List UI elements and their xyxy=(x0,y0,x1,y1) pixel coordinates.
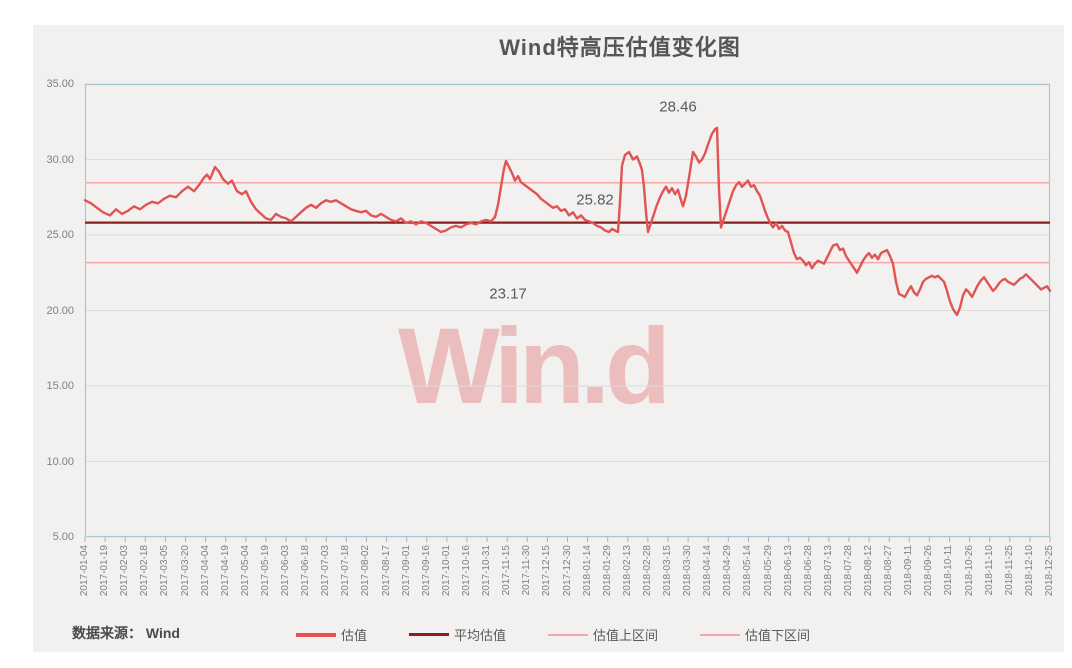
x-tick-label: 2017-10-01 xyxy=(440,545,452,597)
x-tick-label: 2017-05-04 xyxy=(239,545,251,597)
x-tick-label: 2017-06-18 xyxy=(300,545,312,597)
plot-border xyxy=(84,83,1051,538)
legend-item-average-valuation: 平均估值 xyxy=(409,625,506,644)
x-tick-label: 2017-10-31 xyxy=(481,545,493,597)
x-tick-label: 2017-01-19 xyxy=(99,545,111,597)
x-tick-label: 2017-05-19 xyxy=(259,545,271,597)
x-tick-label: 2018-10-26 xyxy=(963,545,975,597)
x-tick-label: 2017-03-20 xyxy=(179,545,191,597)
x-tick-label: 2018-12-25 xyxy=(1044,545,1055,597)
x-tick-label: 2018-06-28 xyxy=(802,545,814,597)
x-tick-label: 2018-03-15 xyxy=(662,545,674,597)
chart-canvas xyxy=(83,83,1052,542)
source-note: 数据来源： Wind xyxy=(72,625,180,641)
legend-item-upper-band: 估值上区间 xyxy=(548,625,658,644)
valuation-line-series xyxy=(83,126,1052,317)
x-tick-label: 2017-08-02 xyxy=(360,545,372,597)
x-tick-label: 2017-09-01 xyxy=(400,545,412,597)
x-tick-label: 2017-04-04 xyxy=(199,545,211,597)
x-tick-label: 2017-06-03 xyxy=(280,545,292,597)
x-tick-label: 2018-01-14 xyxy=(581,545,593,597)
x-tick-label: 2017-12-30 xyxy=(561,545,573,597)
y-tick-label: 25.00 xyxy=(46,229,74,241)
x-tick-label: 2017-02-03 xyxy=(119,545,131,597)
chart-title: Wind特高压估值变化图 xyxy=(499,35,741,60)
plot-area: 28.46 25.82 23.17 xyxy=(83,83,1052,547)
x-tick-label: 2017-10-16 xyxy=(460,545,472,597)
reference-value-annotation: 23.17 xyxy=(489,285,527,303)
x-tick-label: 2018-09-11 xyxy=(903,545,915,596)
x-tick-label: 2018-01-29 xyxy=(601,545,613,597)
wind-watermark: Win.d xyxy=(398,305,671,426)
x-tick-label: 2018-08-27 xyxy=(883,545,895,597)
x-tick-label: 2018-02-13 xyxy=(621,545,633,597)
x-tick-label: 2017-12-15 xyxy=(541,545,553,597)
x-tick-label: 2017-03-05 xyxy=(159,545,171,597)
reference-value-annotation: 25.82 xyxy=(576,191,614,209)
legend-item-valuation: 估值 xyxy=(296,625,367,644)
x-tick-label: 2017-08-17 xyxy=(380,545,392,597)
x-tick-label: 2018-05-29 xyxy=(762,545,774,597)
x-tick-label: 2017-07-03 xyxy=(320,545,332,597)
x-tick-label: 2018-03-30 xyxy=(682,545,694,597)
x-tick-label: 2018-09-26 xyxy=(923,545,935,597)
x-tick-label: 2017-04-19 xyxy=(219,545,231,597)
legend-label: 平均估值 xyxy=(454,628,507,643)
x-tick-label: 2018-04-29 xyxy=(722,545,734,597)
x-tick-label: 2017-11-30 xyxy=(521,545,533,596)
legend-label: 估值下区间 xyxy=(745,628,811,643)
y-tick-label: 35.00 xyxy=(46,78,74,90)
x-tick-label: 2018-08-12 xyxy=(863,545,875,597)
x-tick-label: 2018-12-10 xyxy=(1023,545,1035,597)
x-tick-label: 2018-10-11 xyxy=(943,545,955,596)
reference-value-annotation: 28.46 xyxy=(659,98,697,116)
valuation-line-swatch xyxy=(296,632,336,637)
x-tick-label: 2017-01-04 xyxy=(79,545,90,597)
lower-band-swatch xyxy=(700,633,741,636)
chart-footer: 数据来源： Wind 估值 平均估值 估值上区间 估值下区间 xyxy=(0,620,1072,648)
x-tick-label: 2018-11-25 xyxy=(1003,545,1015,596)
upper-band-swatch xyxy=(548,633,589,636)
legend: 估值 平均估值 估值上区间 估值下区间 xyxy=(296,625,810,644)
y-tick-label: 30.00 xyxy=(46,153,74,166)
legend-item-lower-band: 估值下区间 xyxy=(700,625,810,644)
x-axis: 2017-01-04 2017-01-19 2017-02-03 2017-02-18… xyxy=(79,541,1055,625)
y-tick-label: 15.00 xyxy=(46,380,74,392)
average-line-swatch xyxy=(409,633,450,636)
legend-label: 估值 xyxy=(341,628,368,643)
y-tick-label: 5.00 xyxy=(52,531,74,543)
y-tick-label: 20.00 xyxy=(46,304,74,317)
x-tick-label: 2018-07-13 xyxy=(822,545,834,597)
legend-label: 估值上区间 xyxy=(593,628,659,643)
x-tick-label: 2017-09-16 xyxy=(420,545,432,597)
x-tick-label: 2018-11-10 xyxy=(983,545,995,596)
y-axis: 5.00 10.00 15.00 20.00 25.00 30.00 35.00 xyxy=(0,78,78,543)
x-tick-label: 2017-07-18 xyxy=(340,545,352,597)
x-tick-label: 2018-04-14 xyxy=(702,545,714,597)
x-tick-label: 2018-06-13 xyxy=(782,545,794,597)
x-tick-label: 2018-07-28 xyxy=(842,545,854,597)
y-tick-label: 10.00 xyxy=(46,455,74,468)
x-tick-label: 2017-02-18 xyxy=(139,545,151,597)
x-tick-label: 2017-11-15 xyxy=(501,545,513,596)
chart-panel xyxy=(33,25,1064,652)
x-tick-label: 2018-05-14 xyxy=(742,545,754,597)
x-tick-label: 2018-02-28 xyxy=(641,545,653,597)
